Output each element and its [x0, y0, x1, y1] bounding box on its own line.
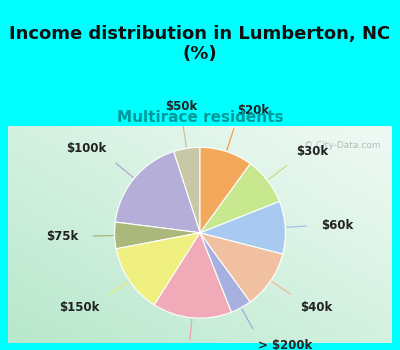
Wedge shape [116, 233, 200, 305]
Text: $40k: $40k [300, 301, 332, 314]
Wedge shape [115, 222, 200, 249]
Text: $20k: $20k [238, 104, 270, 117]
Wedge shape [200, 164, 280, 233]
Text: $30k: $30k [296, 145, 328, 159]
Text: $100k: $100k [66, 142, 106, 155]
Text: $150k: $150k [59, 301, 100, 314]
Wedge shape [174, 147, 200, 233]
Wedge shape [200, 201, 285, 254]
Text: Income distribution in Lumberton, NC
(%): Income distribution in Lumberton, NC (%) [9, 25, 391, 63]
Wedge shape [200, 147, 250, 233]
Wedge shape [200, 233, 250, 312]
Wedge shape [200, 233, 283, 302]
Text: $60k: $60k [321, 219, 353, 232]
Text: $50k: $50k [165, 100, 197, 113]
Text: > $200k: > $200k [258, 339, 313, 350]
Wedge shape [154, 233, 232, 318]
Text: $75k: $75k [46, 230, 79, 243]
Text: Multirace residents: Multirace residents [117, 110, 283, 125]
Wedge shape [115, 152, 200, 233]
Text: © City-Data.com: © City-Data.com [304, 141, 380, 150]
